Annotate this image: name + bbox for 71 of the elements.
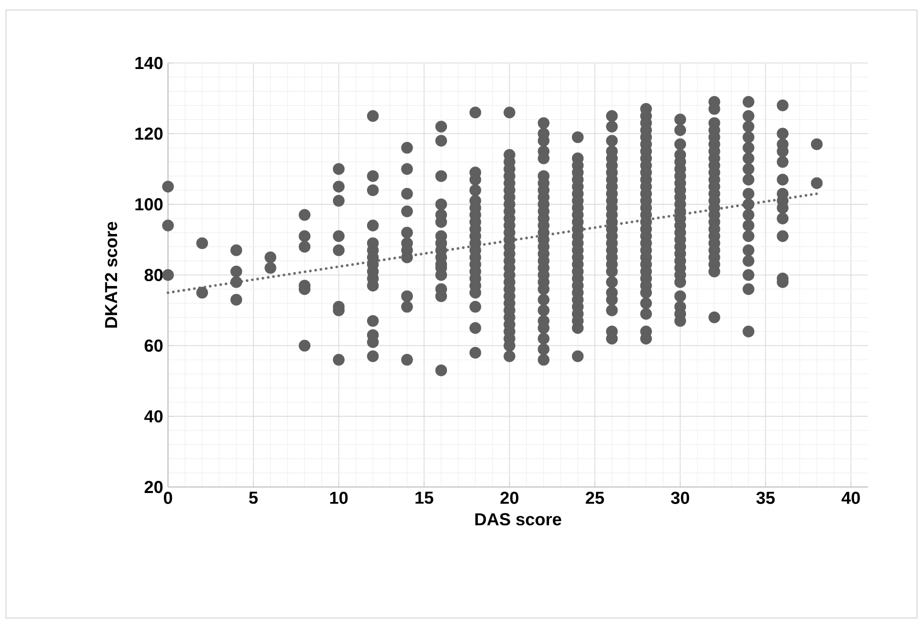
point [538, 343, 550, 356]
point [674, 124, 686, 136]
y-tick-label: 120 [135, 128, 163, 140]
point [742, 110, 754, 122]
x-tick-label: 30 [670, 492, 690, 504]
point [742, 163, 754, 175]
point [742, 142, 754, 154]
point [742, 230, 754, 242]
point [742, 269, 754, 281]
point [742, 254, 754, 267]
point [776, 156, 789, 168]
point [469, 300, 482, 313]
point [742, 131, 754, 144]
point [469, 346, 482, 359]
x-axis-title: DAS score [475, 513, 562, 526]
y-axis-title: DKAT2 score [104, 222, 118, 328]
point [606, 134, 618, 147]
point [538, 117, 550, 129]
x-tick-label: 15 [416, 492, 434, 504]
point [538, 294, 550, 306]
x-tick-label: 20 [500, 492, 518, 504]
point [708, 312, 720, 324]
point [469, 184, 482, 196]
point [742, 120, 754, 132]
x-tick-label: 40 [842, 492, 860, 504]
point [674, 138, 686, 150]
y-tick-label: 80 [144, 268, 163, 282]
point [538, 332, 550, 344]
y-tick-label: 40 [144, 410, 163, 422]
point [606, 120, 618, 132]
point [810, 138, 823, 150]
x-tick-label: 25 [586, 492, 604, 504]
y-tick-label: 100 [135, 198, 163, 210]
point [572, 131, 584, 144]
y-tick-label: 20 [144, 480, 163, 494]
point [742, 244, 754, 256]
point [640, 308, 652, 320]
point [606, 110, 618, 122]
point [538, 304, 550, 316]
point [504, 106, 516, 118]
point [606, 304, 618, 316]
point [776, 230, 789, 242]
point [742, 209, 754, 221]
x-tick-label: 10 [330, 492, 348, 504]
point [538, 354, 550, 366]
point [742, 174, 754, 186]
point [776, 128, 789, 140]
point [572, 350, 584, 362]
x-tick-label: 0 [164, 492, 172, 504]
y-tick-label: 140 [135, 56, 163, 70]
point [776, 174, 789, 186]
point [606, 276, 618, 288]
point [776, 212, 789, 224]
point [742, 220, 754, 232]
x-tick-label: 35 [756, 492, 775, 504]
point [469, 322, 482, 334]
point [810, 177, 823, 189]
point [674, 114, 686, 126]
point [674, 290, 686, 302]
point [742, 198, 754, 210]
point [640, 297, 652, 310]
point [469, 106, 482, 118]
point [742, 283, 754, 295]
point [742, 188, 754, 200]
point [504, 350, 516, 362]
point [776, 100, 789, 112]
x-tick-label: 5 [249, 492, 258, 504]
y-tick-label: 60 [144, 340, 163, 352]
point [742, 96, 754, 108]
point [742, 152, 754, 164]
point [742, 326, 754, 338]
